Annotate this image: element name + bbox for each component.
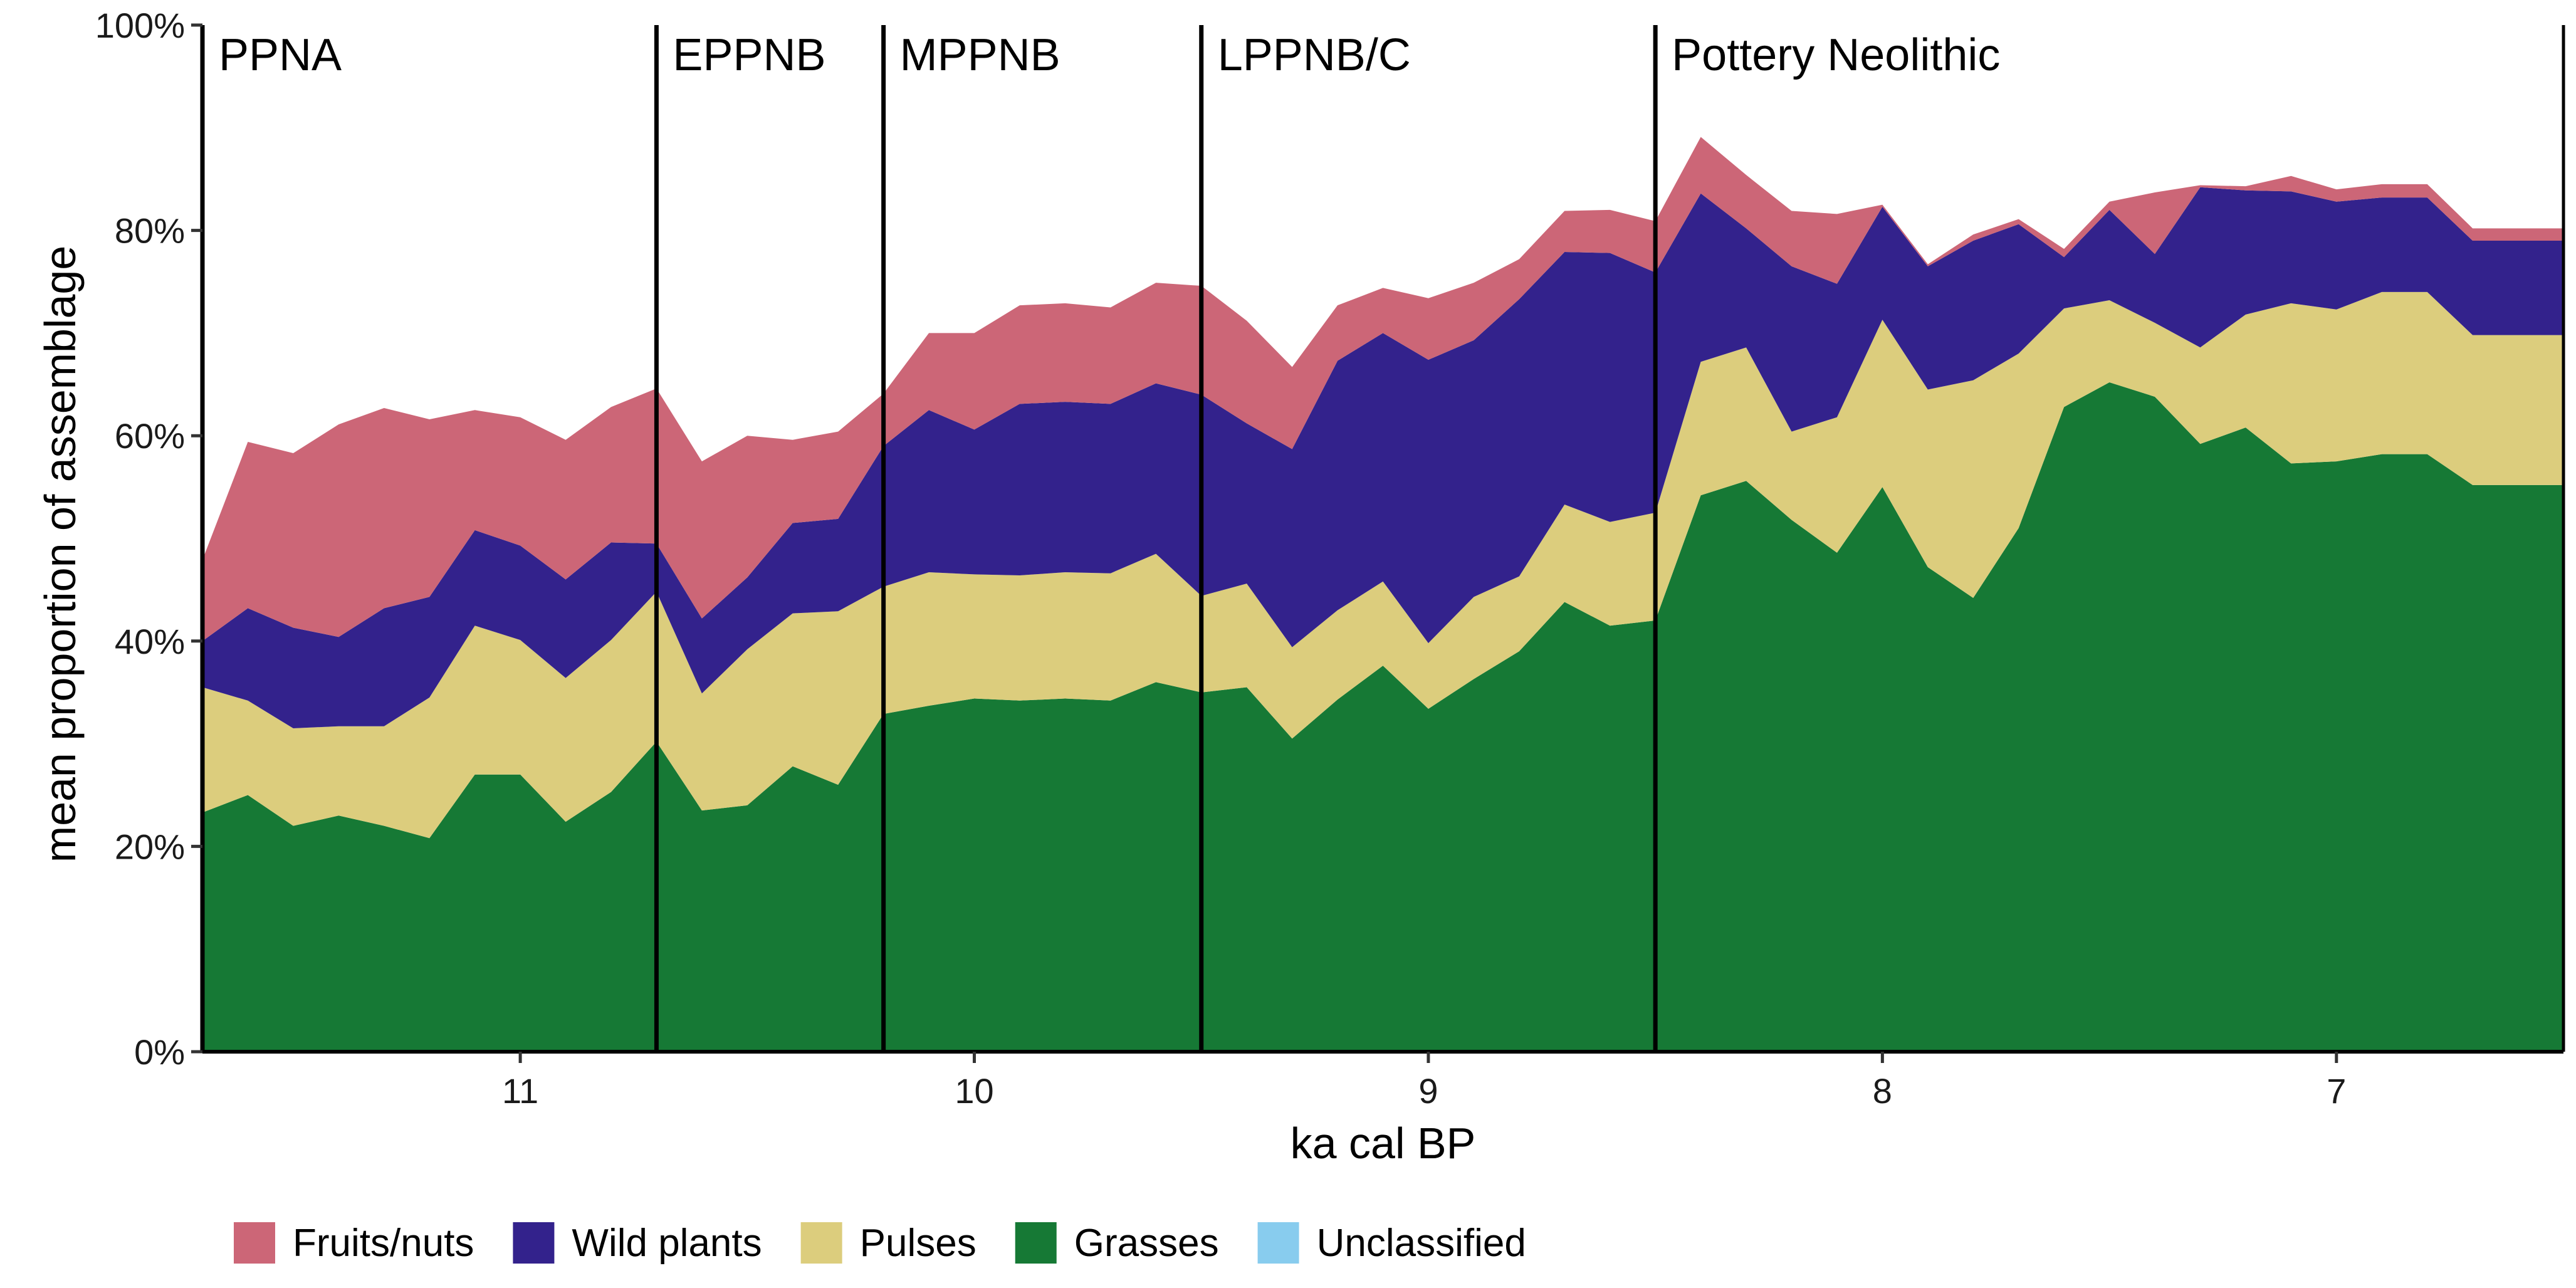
y-tick-label: 40% [115, 622, 185, 661]
period-label-pottery-neolithic: Pottery Neolithic [1672, 30, 2000, 80]
area-grasses [202, 382, 2563, 1052]
legend-label-unclassified: Unclassified [1317, 1222, 1526, 1265]
legend-key-grasses [1015, 1222, 1057, 1264]
x-axis-ticks: 11 10 9 8 7 [502, 1052, 2346, 1111]
y-axis-title: mean proportion of assemblage [36, 246, 85, 862]
legend-label-fruits-nuts: Fruits/nuts [293, 1222, 474, 1265]
x-tick-label: 8 [1873, 1071, 1892, 1111]
area-pulses [202, 291, 2563, 839]
y-tick-label: 100% [95, 6, 185, 45]
period-label-layer: PPNA EPPNB MPPNB LPPNB/C Pottery Neolithic [219, 30, 2000, 80]
x-tick-label: 9 [1418, 1071, 1438, 1111]
legend: Fruits/nuts Wild plants Pulses Grasses Uncla… [234, 1222, 1526, 1265]
legend-label-pulses: Pulses [860, 1222, 976, 1265]
y-tick-label: 80% [115, 211, 185, 251]
y-axis-ticks: 0% 20% 40% 60% 80% 100% [95, 6, 202, 1072]
x-tick-label: 7 [2327, 1071, 2346, 1111]
legend-key-unclassified [1257, 1222, 1299, 1264]
y-tick-label: 20% [115, 827, 185, 866]
period-label-mppnb: MPPNB [900, 30, 1060, 80]
period-label-ppna: PPNA [219, 30, 342, 80]
x-tick-label: 11 [502, 1071, 538, 1111]
period-label-eppnb: EPPNB [673, 30, 825, 80]
y-tick-label: 60% [115, 416, 185, 456]
legend-label-wild-plants: Wild plants [572, 1222, 762, 1265]
legend-label-grasses: Grasses [1074, 1222, 1219, 1265]
x-axis-title: ka cal BP [1291, 1119, 1476, 1168]
legend-key-pulses [800, 1222, 842, 1264]
axes-layer [201, 25, 2563, 1054]
y-tick-label: 0% [134, 1032, 185, 1072]
area-wild-plants [202, 187, 2563, 729]
period-label-lppnb-c: LPPNB/C [1218, 30, 1411, 80]
area-series-layer [202, 137, 2563, 1052]
x-tick-label: 10 [955, 1071, 993, 1111]
legend-key-wild-plants [513, 1222, 555, 1264]
legend-key-fruits-nuts [234, 1222, 275, 1264]
area-fruits-nuts [202, 137, 2563, 641]
